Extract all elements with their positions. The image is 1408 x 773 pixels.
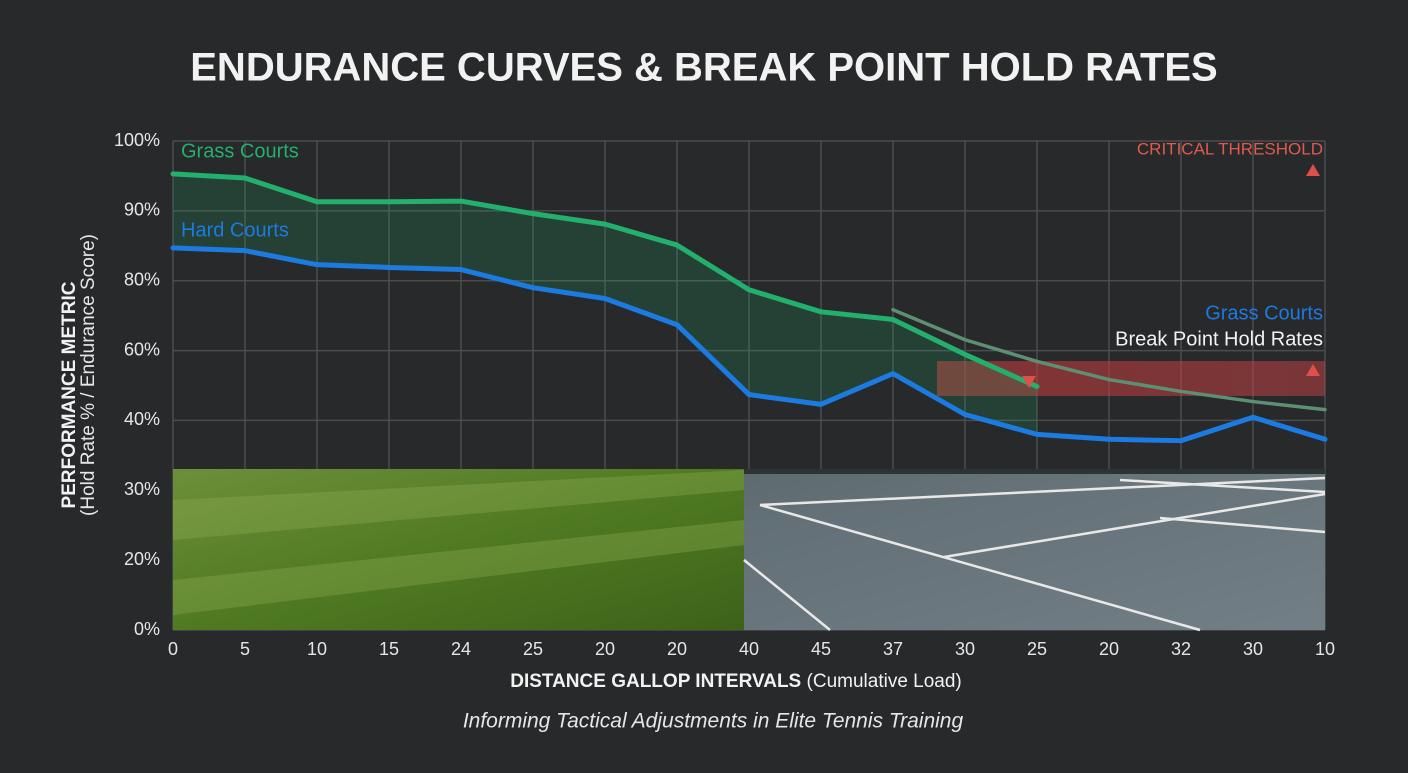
court-photo [744, 469, 1325, 630]
subtitle: Informing Tactical Adjustments in Elite … [463, 710, 964, 733]
y-tick-label: 100% [114, 130, 160, 150]
x-tick-label: 5 [240, 639, 250, 659]
court-lines [743, 476, 1326, 632]
x-tick-label: 30 [1243, 639, 1263, 659]
y-axis-label: PERFORMANCE METRIC [59, 281, 80, 508]
x-tick-label: 15 [379, 639, 399, 659]
y-tick-label: 30% [124, 479, 160, 499]
y-tick-label: 20% [124, 549, 160, 569]
y-tick-label: 0% [134, 619, 160, 639]
x-axis-label-main: DISTANCE GALLOP INTERVALS [510, 671, 801, 692]
series-line [891, 307, 1327, 412]
series-line [170, 171, 1040, 390]
series-gap-fill [173, 173, 1037, 435]
threshold-marker [1306, 164, 1320, 176]
x-tick-label: 10 [1315, 639, 1335, 659]
x-axis-label-note: (Cumulative Load) [807, 671, 962, 692]
surface-photos [173, 469, 1326, 632]
x-tick-label: 30 [955, 639, 975, 659]
x-tick-label: 32 [1171, 639, 1191, 659]
x-tick-label: 25 [1027, 639, 1047, 659]
x-tick-label: 24 [451, 639, 471, 659]
y-tick-label: 90% [124, 200, 160, 220]
y-axis-note: (Hold Rate % / Endurance Score) [78, 234, 99, 516]
x-tick-label: 40 [739, 639, 759, 659]
x-tick-label: 37 [883, 639, 903, 659]
x-tick-label: 20 [595, 639, 615, 659]
court-edge [744, 469, 1325, 474]
x-tick-label: 20 [667, 639, 687, 659]
y-tick-label: 40% [124, 409, 160, 429]
y-tick-label: 80% [124, 269, 160, 289]
grass-photo [173, 469, 744, 630]
grass-stripes [173, 470, 744, 615]
x-tick-label: 45 [811, 639, 831, 659]
series-label: Hard Courts [181, 219, 289, 241]
critical-band [937, 361, 1325, 396]
x-tick-label: 10 [307, 639, 327, 659]
series-line [170, 245, 1328, 444]
x-axis-label: DISTANCE GALLOP INTERVALS (Cumulative Lo… [510, 671, 962, 692]
y-tick-label: 60% [124, 339, 160, 359]
chart-title: ENDURANCE CURVES & BREAK POINT HOLD RATE… [190, 46, 1217, 90]
annotation: Grass Courts [1205, 302, 1323, 324]
series-label: Grass Courts [181, 140, 299, 162]
x-tick-label: 20 [1099, 639, 1119, 659]
x-tick-label: 25 [523, 639, 543, 659]
annotation: Break Point Hold Rates [1115, 328, 1323, 350]
threshold-marker [1306, 364, 1320, 376]
threshold-marker [1022, 376, 1036, 388]
annotation: CRITICAL THRESHOLD [1137, 139, 1323, 158]
x-tick-label: 0 [168, 639, 178, 659]
